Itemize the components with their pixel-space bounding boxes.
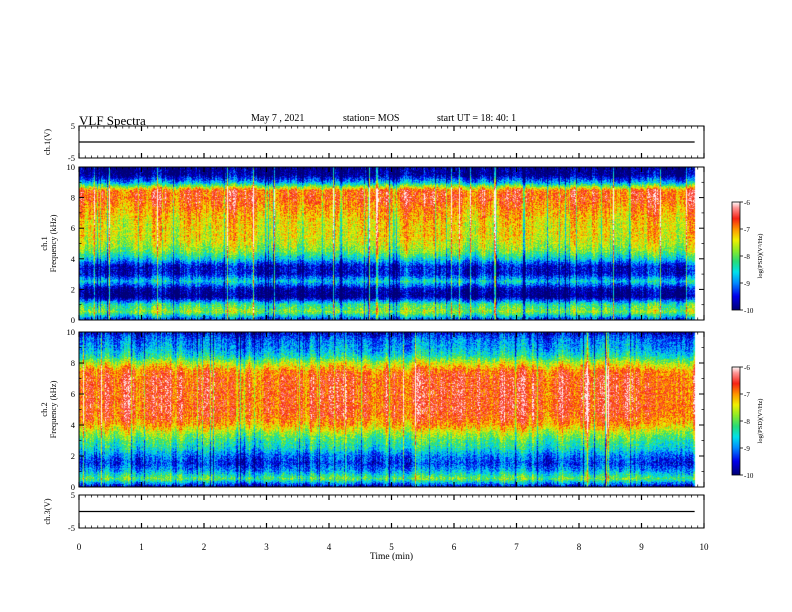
ch1-spec-y-tick-label: 10 — [67, 162, 76, 172]
ch2-spec-y-tick-label: 8 — [71, 358, 75, 368]
ch3-y-tick-label: -5 — [68, 523, 75, 533]
ch2-spec-y-tick-label: 2 — [71, 451, 75, 461]
x-tick-label: 7 — [514, 542, 519, 552]
x-tick-label: 4 — [327, 542, 332, 552]
ch1-y-axis-label: ch.1(V) — [42, 129, 52, 155]
ch1-spectrogram-image — [79, 167, 704, 320]
ch2-spec-colorbar-tick-label: -8 — [744, 418, 750, 426]
x-tick-label: 3 — [264, 542, 269, 552]
ch1-spec-y-tick-label: 6 — [71, 223, 75, 233]
ch1-colorbar-image — [732, 202, 740, 310]
ch1-spec-y-tick-label: 8 — [71, 193, 75, 203]
ch1-spec-y-tick-label: 0 — [71, 315, 75, 325]
x-axis-label: Time (min) — [370, 551, 413, 562]
ch1-spec-colorbar-tick-label: -9 — [744, 280, 750, 288]
ch1-spec-colorbar-frame — [731, 201, 741, 311]
ch3-y-axis-label: ch.3(V) — [42, 498, 52, 524]
ch2-spec-frame — [78, 331, 705, 488]
ch1-y-tick-label: -5 — [68, 153, 75, 163]
ch2-spectrogram-image — [79, 332, 704, 487]
ch2-spec-colorbar-label: log(PSD)(V²/Hz) — [757, 399, 764, 444]
ch2-spec-colorbar-tick-label: -6 — [744, 364, 750, 372]
start-ut-label: start UT = 18: 40: 1 — [437, 113, 517, 124]
ch2-colorbar-image — [732, 367, 740, 475]
ch1-spec-colorbar-tick-label: -8 — [744, 253, 750, 261]
x-tick-label: 2 — [202, 542, 207, 552]
ch2-spec-y-axis-label-line: ch.2 — [39, 402, 49, 416]
ch2-spec-colorbar-tick-label: -9 — [744, 445, 750, 453]
ch1-spec-y-axis-label-line: Frequency (kHz) — [48, 214, 58, 272]
x-tick-label: 6 — [452, 542, 457, 552]
ch2-spec-y-tick-label: 4 — [71, 420, 76, 430]
x-tick-label: 1 — [139, 542, 144, 552]
ch1-spec-y-axis-label-line: ch.1 — [39, 236, 49, 250]
ch1-spec-colorbar-label: log(PSD)(V²/Hz) — [757, 234, 764, 279]
ch2-spec-colorbar-tick-label: -10 — [744, 472, 754, 480]
x-tick-label: 0 — [77, 542, 82, 552]
figure-title: VLF Spectra — [79, 113, 146, 128]
ch1-spec-y-tick-label: 2 — [71, 284, 75, 294]
x-tick-label: 5 — [389, 542, 394, 552]
ch1-spec-colorbar-tick-label: -7 — [744, 226, 750, 234]
date-label: May 7 , 2021 — [251, 113, 305, 124]
station-label: station= MOS — [343, 113, 400, 124]
ch2-spec-y-tick-label: 10 — [67, 327, 76, 337]
x-tick-label: 9 — [639, 542, 644, 552]
ch1-spec-colorbar-tick-label: -10 — [744, 307, 754, 315]
x-tick-label: 10 — [700, 542, 710, 552]
ch2-spec-colorbar-tick-label: -7 — [744, 391, 750, 399]
ch2-spec-y-tick-label: 0 — [71, 482, 75, 492]
ch2-spec-colorbar-frame — [731, 366, 741, 476]
ch2-spec-y-tick-label: 6 — [71, 389, 75, 399]
ch1-y-tick-label: 5 — [71, 121, 75, 131]
ch1-spec-frame — [78, 166, 705, 321]
ch1-spec-colorbar-tick-label: -6 — [744, 199, 750, 207]
x-tick-label: 8 — [577, 542, 582, 552]
ch1-spec-y-tick-label: 4 — [71, 254, 76, 264]
ch2-spec-y-axis-label-line: Frequency (kHz) — [48, 380, 58, 438]
ch3-y-tick-label: 5 — [71, 490, 75, 500]
